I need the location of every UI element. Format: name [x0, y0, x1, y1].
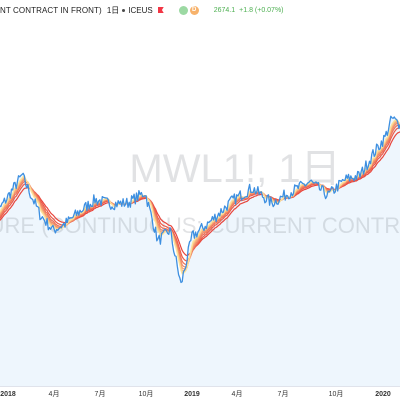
last-price: 2674.1 — [213, 6, 236, 14]
indicator-badge-icon[interactable] — [178, 5, 188, 15]
x-axis-tick-label: 2018 — [0, 391, 16, 398]
dividend-badge-icon[interactable]: D — [189, 5, 199, 15]
symbol-title[interactable]: NT CONTRACT IN FRONT) — [0, 5, 102, 15]
x-axis-tick-label: 4月 — [232, 390, 243, 398]
x-axis-tick-label: 2019 — [184, 391, 200, 398]
price-area — [0, 116, 400, 386]
x-axis-tick-label: 10月 — [329, 390, 344, 398]
watermark-symbol: MWL1!, 1日 — [129, 147, 340, 191]
x-axis: 2018 4月 7月 10月 2019 4月 7月 10月 2020 — [0, 390, 391, 398]
separator-dot — [122, 8, 126, 12]
interval-label[interactable]: 1日 — [106, 5, 120, 15]
x-axis-tick-label: 4月 — [49, 390, 60, 398]
x-axis-tick-label: 7月 — [278, 390, 289, 398]
x-axis-tick-label: 10月 — [139, 390, 154, 398]
x-axis-tick-label: 7月 — [95, 390, 106, 398]
price-series-line[interactable] — [0, 115, 400, 284]
exchange-label: ICEUS — [128, 5, 153, 15]
symbol-legend[interactable]: NT CONTRACT IN FRONT) 1日 ICEUS D 2674.1 … — [0, 3, 400, 17]
price-change: +1.8 (+0.07%) — [239, 6, 284, 14]
flag-icon[interactable] — [157, 7, 164, 13]
x-axis-tick-label: 2020 — [375, 391, 391, 398]
